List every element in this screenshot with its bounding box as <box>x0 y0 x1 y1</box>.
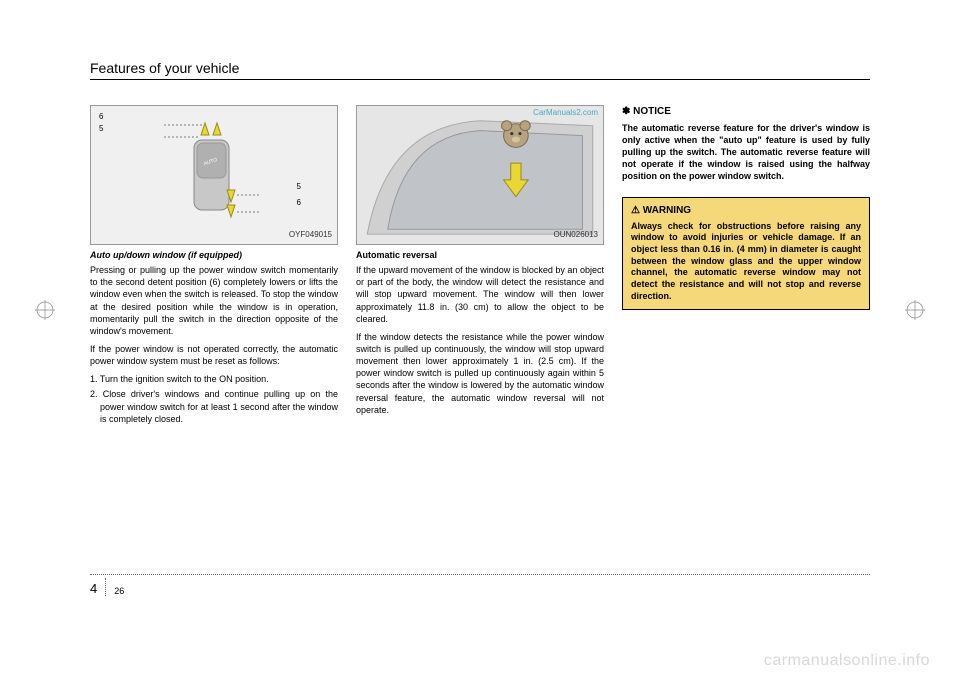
notice-body: The automatic reverse feature for the dr… <box>622 122 870 183</box>
window-illustration-svg <box>357 106 603 244</box>
warning-body: Always check for obstructions before rai… <box>631 221 861 303</box>
label-5-bot: 5 <box>297 182 301 193</box>
label-5-top: 5 <box>99 124 103 135</box>
crop-mark-left <box>35 300 55 320</box>
warning-box: ⚠ WARNING Always check for obstructions … <box>622 197 870 309</box>
page-num-divider <box>105 578 106 596</box>
notice-heading: ✽ NOTICE <box>622 105 870 119</box>
page-number: 4 26 <box>90 578 124 596</box>
page-content: Features of your vehicle AUTO <box>90 60 870 600</box>
crop-mark-right <box>905 300 925 320</box>
switch-illustration-svg: AUTO <box>149 115 279 235</box>
col2-para1: If the upward movement of the window is … <box>356 264 604 325</box>
column-3: ✽ NOTICE The automatic reverse feature f… <box>622 105 870 428</box>
page-number-value: 26 <box>114 586 124 596</box>
col1-li2: 2. Close driver's windows and continue p… <box>90 388 338 424</box>
column-1: AUTO 6 5 5 6 OYF049015 <box>90 105 338 428</box>
figure-label-1: OYF049015 <box>289 230 332 241</box>
label-6-bot: 6 <box>297 198 301 209</box>
col1-para2: If the power window is not operated corr… <box>90 343 338 367</box>
col1-para1: Pressing or pulling up the power window … <box>90 264 338 337</box>
site-watermark: carmanualsonline.info <box>764 652 930 670</box>
figure-switch: AUTO 6 5 5 6 OYF049015 <box>90 105 338 245</box>
section-number: 4 <box>90 581 97 596</box>
col1-li1: 1. Turn the ignition switch to the ON po… <box>90 373 338 385</box>
figure-window: CarManuals2.com OUN026013 <box>356 105 604 245</box>
content-columns: AUTO 6 5 5 6 OYF049015 <box>90 105 870 428</box>
column-2: CarManuals2.com OUN026013 Automatic reve… <box>356 105 604 428</box>
figure-label-2: OUN026013 <box>554 230 598 241</box>
label-6-top: 6 <box>99 112 103 123</box>
col2-subtitle: Automatic reversal <box>356 249 604 261</box>
col1-subtitle: Auto up/down window (if equipped) <box>90 249 338 261</box>
footer-divider <box>90 574 870 575</box>
figure-watermark: CarManuals2.com <box>533 108 598 119</box>
col2-para2: If the window detects the resistance whi… <box>356 331 604 416</box>
header: Features of your vehicle <box>90 60 870 80</box>
page-title: Features of your vehicle <box>90 60 870 76</box>
warning-title: ⚠ WARNING <box>631 204 861 218</box>
